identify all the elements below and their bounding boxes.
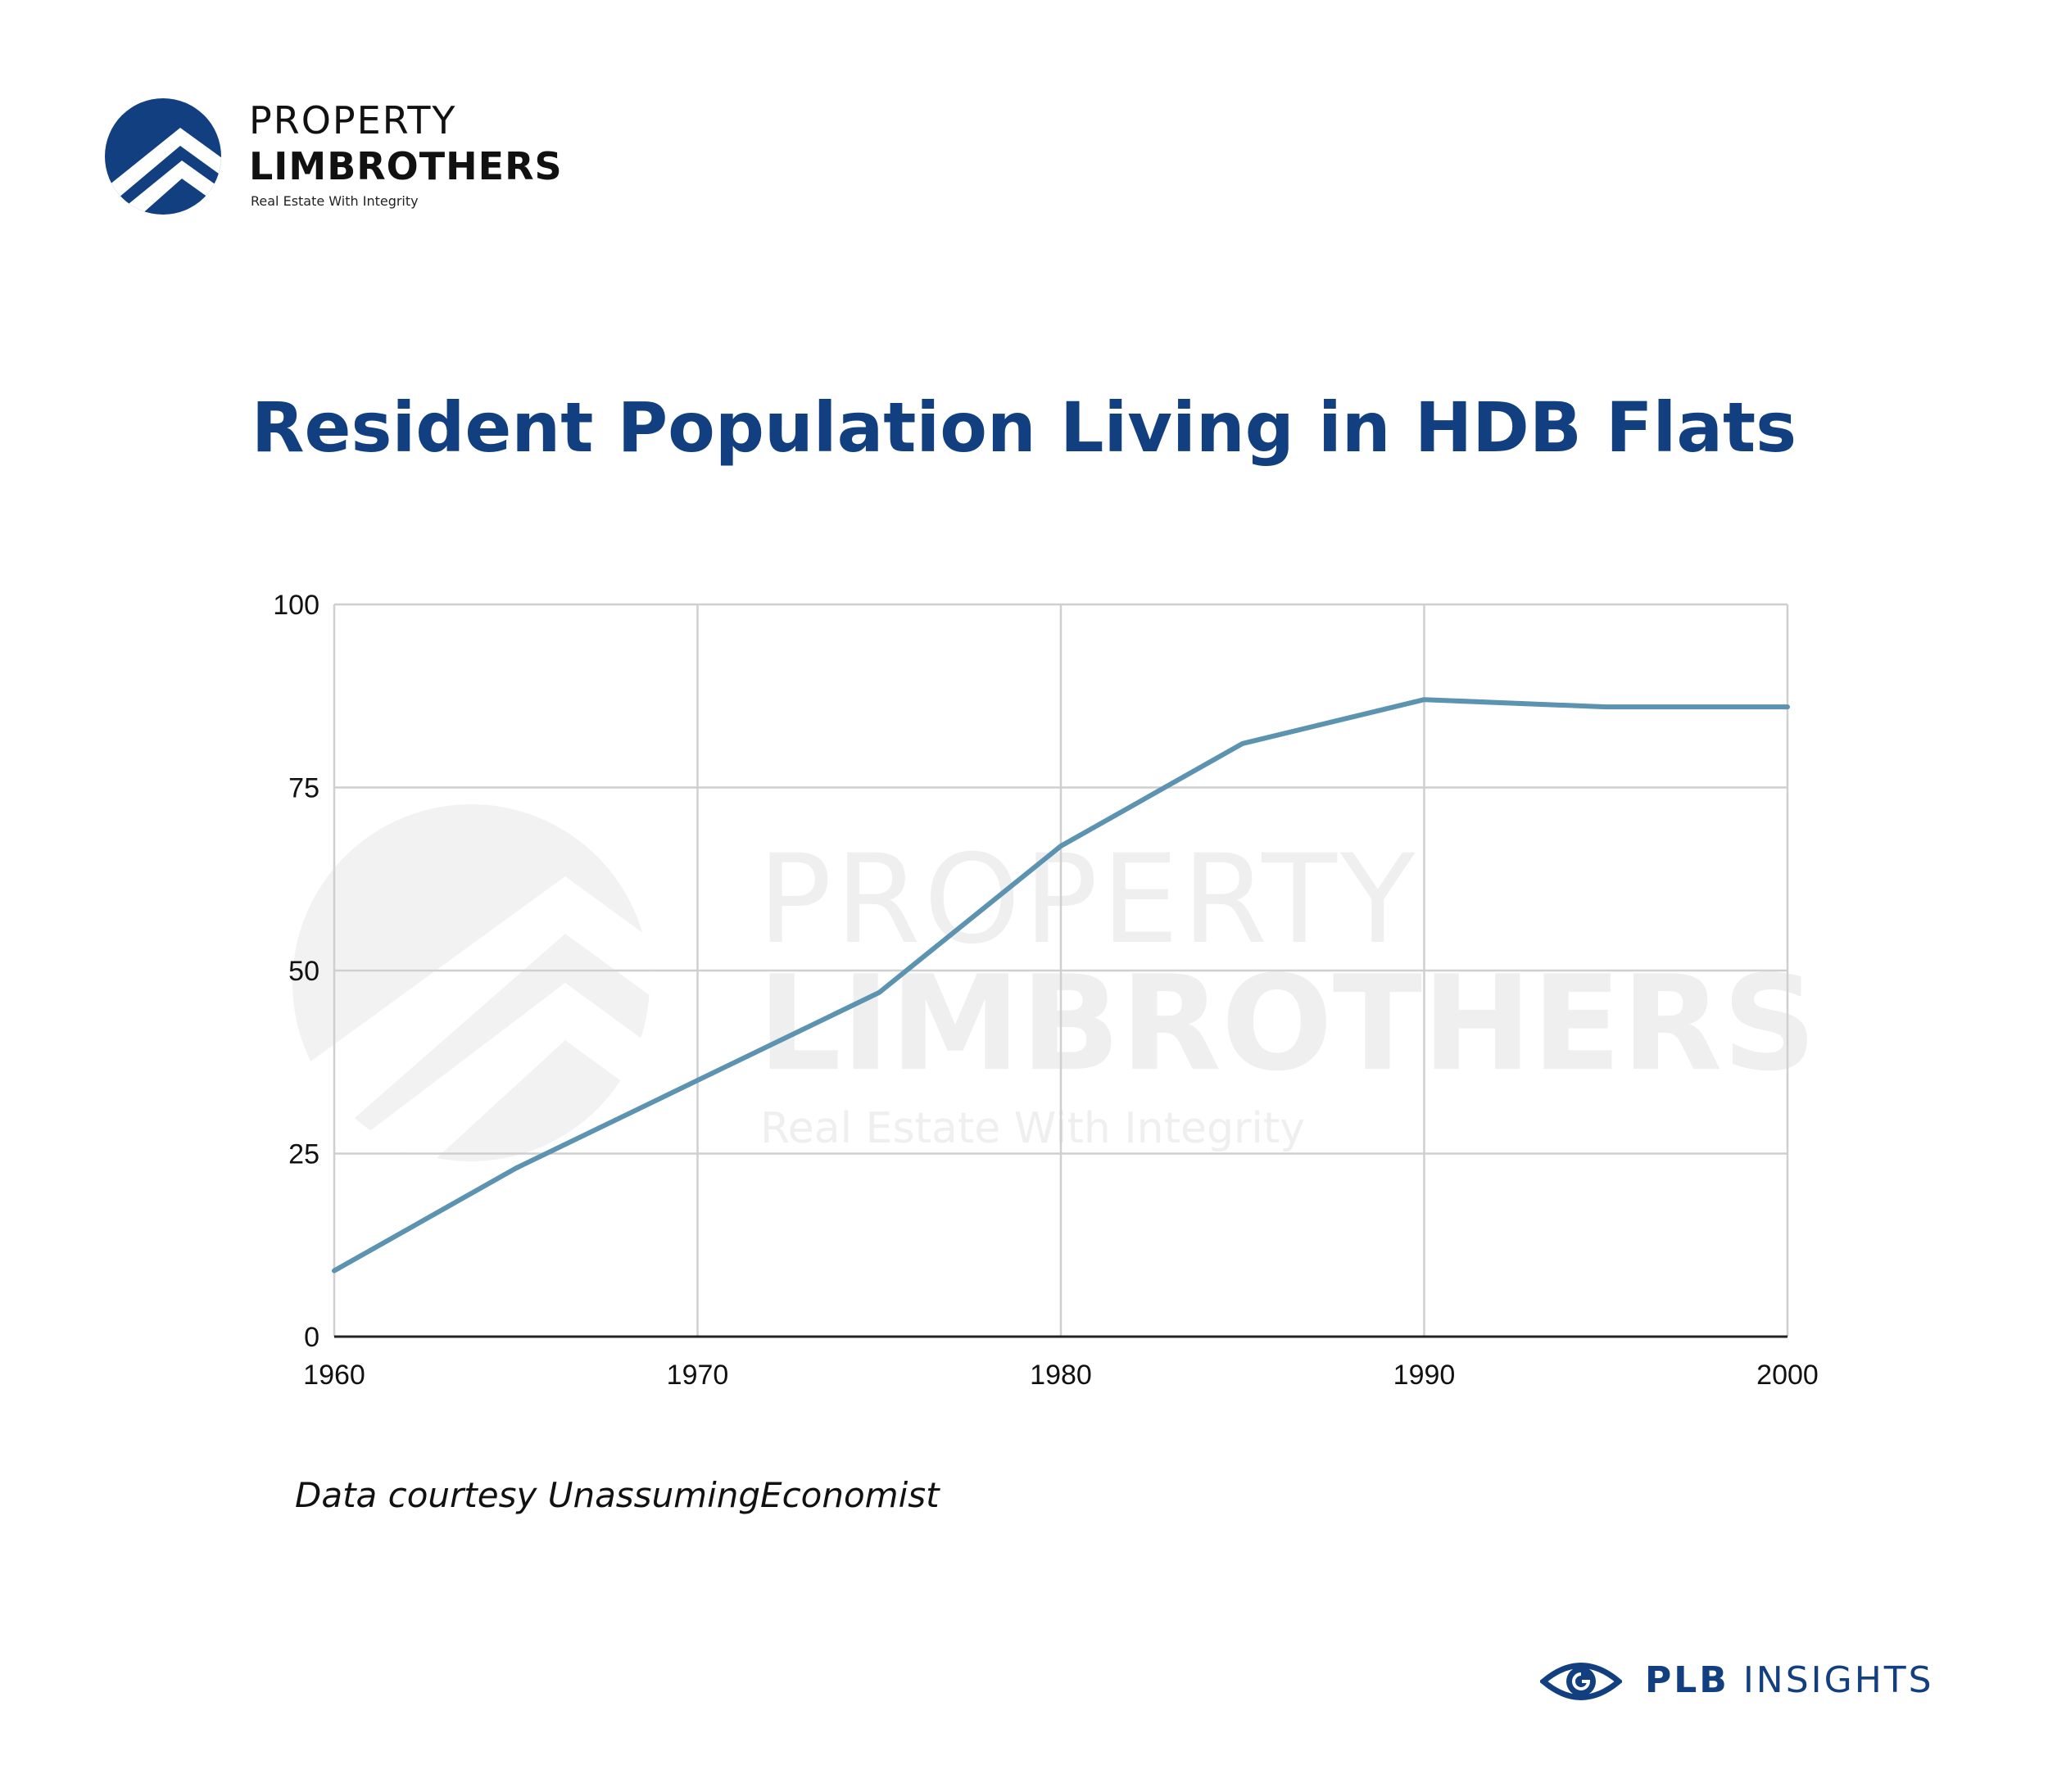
watermark-line2: LIMBROTHERS xyxy=(758,947,1817,1100)
series xyxy=(332,697,1790,1274)
y-tick-label: 100 xyxy=(273,590,319,621)
footer-brand: PLB INSIGHTS xyxy=(1540,1653,1966,1710)
y-tick-label: 0 xyxy=(304,1322,319,1353)
chart-title: Resident Population Living in HDB Flats xyxy=(251,387,1797,468)
brand-tagline: Real Estate With Integrity xyxy=(251,193,419,209)
y-tick-label: 25 xyxy=(288,1139,319,1170)
x-tick-label: 1990 xyxy=(1393,1360,1456,1391)
y-tick-label: 75 xyxy=(288,773,319,804)
x-tick-label: 1970 xyxy=(667,1360,729,1391)
grid xyxy=(333,603,1789,1337)
y-tick-label: 50 xyxy=(288,956,319,987)
brand-logo-icon xyxy=(105,98,221,215)
watermark: PROPERTY LIMBROTHERS Real Estate With In… xyxy=(292,804,1817,1161)
tick-labels: 0 25 50 75 100 1960 1970 1980 1990 2000 xyxy=(273,590,1819,1391)
series-line xyxy=(332,697,1790,1274)
footer-label-rest: INSIGHTS xyxy=(1729,1659,1934,1701)
footer-label: PLB INSIGHTS xyxy=(1645,1663,1934,1699)
eye-icon xyxy=(1540,1663,1622,1700)
x-tick-label: 2000 xyxy=(1756,1360,1819,1391)
x-tick-label: 1960 xyxy=(303,1360,365,1391)
x-tick-label: 1980 xyxy=(1030,1360,1092,1391)
footer-label-strong: PLB xyxy=(1645,1659,1729,1701)
source-note: Data courtesy UnassumingEconomist xyxy=(295,1475,940,1515)
brand-name-line1: PROPERTY xyxy=(249,98,457,143)
watermark-line3: Real Estate With Integrity xyxy=(760,1104,1305,1153)
brand-logo: PROPERTY LIMBROTHERS Real Estate With In… xyxy=(105,98,596,221)
watermark-line1: PROPERTY xyxy=(758,829,1419,971)
brand-name-line2: LIMBROTHERS xyxy=(249,144,563,188)
